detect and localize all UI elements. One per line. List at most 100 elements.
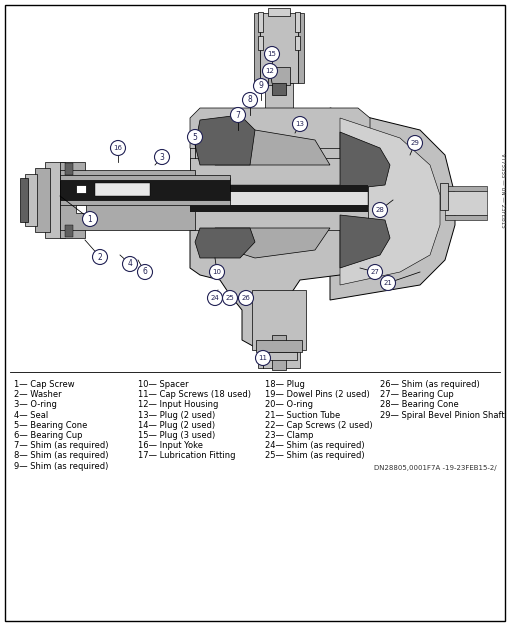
Text: 21: 21 [383,280,391,286]
Text: 5: 5 [192,133,197,141]
Circle shape [242,93,257,108]
Polygon shape [190,108,369,158]
Text: 6— Bearing Cup: 6— Bearing Cup [14,431,82,440]
Text: 11: 11 [258,355,267,361]
Text: 24— Shim (as required): 24— Shim (as required) [265,441,364,450]
Text: 25— Shim (as required): 25— Shim (as required) [265,451,364,460]
Circle shape [92,250,107,265]
Text: 23— Clamp: 23— Clamp [265,431,313,440]
Bar [60,178,230,200]
Bar [35,168,50,232]
Text: 10— Spacer: 10— Spacer [138,380,188,389]
Bar [190,185,367,207]
Text: 28— Bearing Cone: 28— Bearing Cone [379,401,458,409]
Circle shape [207,290,222,305]
Bar [65,163,73,175]
Circle shape [407,135,421,150]
Bar [265,83,293,108]
Polygon shape [215,228,329,258]
Text: 13— Plug (2 used): 13— Plug (2 used) [138,411,215,419]
Circle shape [209,265,224,279]
Text: 7— Shim (as required): 7— Shim (as required) [14,441,108,450]
Circle shape [292,116,307,131]
Text: 3— O-ring: 3— O-ring [14,401,57,409]
Text: 1— Cap Screw: 1— Cap Screw [14,380,74,389]
Text: 9— Shim (as required): 9— Shim (as required) [14,461,108,471]
Text: 12— Input Housing: 12— Input Housing [138,401,218,409]
Bar [256,340,301,352]
Text: 26: 26 [241,295,250,301]
Text: 15: 15 [267,51,276,57]
Bar [65,225,73,237]
Bar [444,191,486,215]
Polygon shape [340,215,389,268]
Circle shape [137,265,152,279]
Bar [20,178,28,222]
Circle shape [154,150,169,165]
Bar [267,8,290,16]
Text: 13: 13 [295,121,304,127]
Text: 6: 6 [143,267,147,277]
Text: 8: 8 [247,96,252,105]
Text: 21— Suction Tube: 21— Suction Tube [265,411,340,419]
Text: 4— Seal: 4— Seal [14,411,48,419]
Bar [60,175,230,180]
Text: 27: 27 [370,269,379,275]
Text: 3: 3 [159,153,164,162]
Text: 29: 29 [410,140,418,146]
Bar [260,13,297,83]
Polygon shape [340,132,389,190]
Polygon shape [215,130,329,165]
Bar [76,185,86,193]
Bar [258,36,263,50]
Bar [25,174,37,226]
Text: 17— Lubrication Fitting: 17— Lubrication Fitting [138,451,235,460]
Text: 10: 10 [212,269,221,275]
Circle shape [262,63,277,78]
Bar [444,215,486,220]
Text: 14— Plug (2 used): 14— Plug (2 used) [138,421,215,430]
Text: 1: 1 [88,215,92,223]
Text: 19— Dowel Pins (2 used): 19— Dowel Pins (2 used) [265,390,369,399]
Circle shape [222,290,237,305]
Text: 16: 16 [114,145,122,151]
Bar [258,12,263,32]
Circle shape [380,275,394,290]
Circle shape [230,108,245,123]
Text: 18— Plug: 18— Plug [265,380,304,389]
Bar [45,162,65,238]
Text: 11— Cap Screws (18 used): 11— Cap Screws (18 used) [138,390,250,399]
Text: 25: 25 [225,295,234,301]
Circle shape [253,78,268,93]
Bar [60,200,230,205]
Polygon shape [340,118,439,285]
Text: 8— Shim (as required): 8— Shim (as required) [14,451,108,460]
Bar [190,148,369,228]
Text: 24: 24 [210,295,219,301]
Circle shape [122,257,137,272]
Bar [251,290,305,350]
Polygon shape [194,228,254,258]
Text: 20— O-ring: 20— O-ring [265,401,313,409]
Text: 15— Plug (3 used): 15— Plug (3 used) [138,431,215,440]
Polygon shape [190,228,369,350]
Circle shape [367,265,382,279]
Text: 9: 9 [258,81,263,91]
Bar [60,162,85,238]
Circle shape [110,140,125,155]
Bar [261,352,296,360]
Text: 4: 4 [127,260,132,269]
Bar [60,170,194,230]
Polygon shape [329,108,454,300]
Bar [76,205,86,213]
Polygon shape [194,115,254,165]
Bar [271,83,286,95]
Bar [294,36,299,50]
Circle shape [264,46,279,61]
Bar [190,205,367,212]
Circle shape [372,202,387,217]
Text: 16— Input Yoke: 16— Input Yoke [138,441,203,450]
Bar [271,335,286,370]
Text: 2— Washer: 2— Washer [14,390,62,399]
Bar [444,186,486,191]
